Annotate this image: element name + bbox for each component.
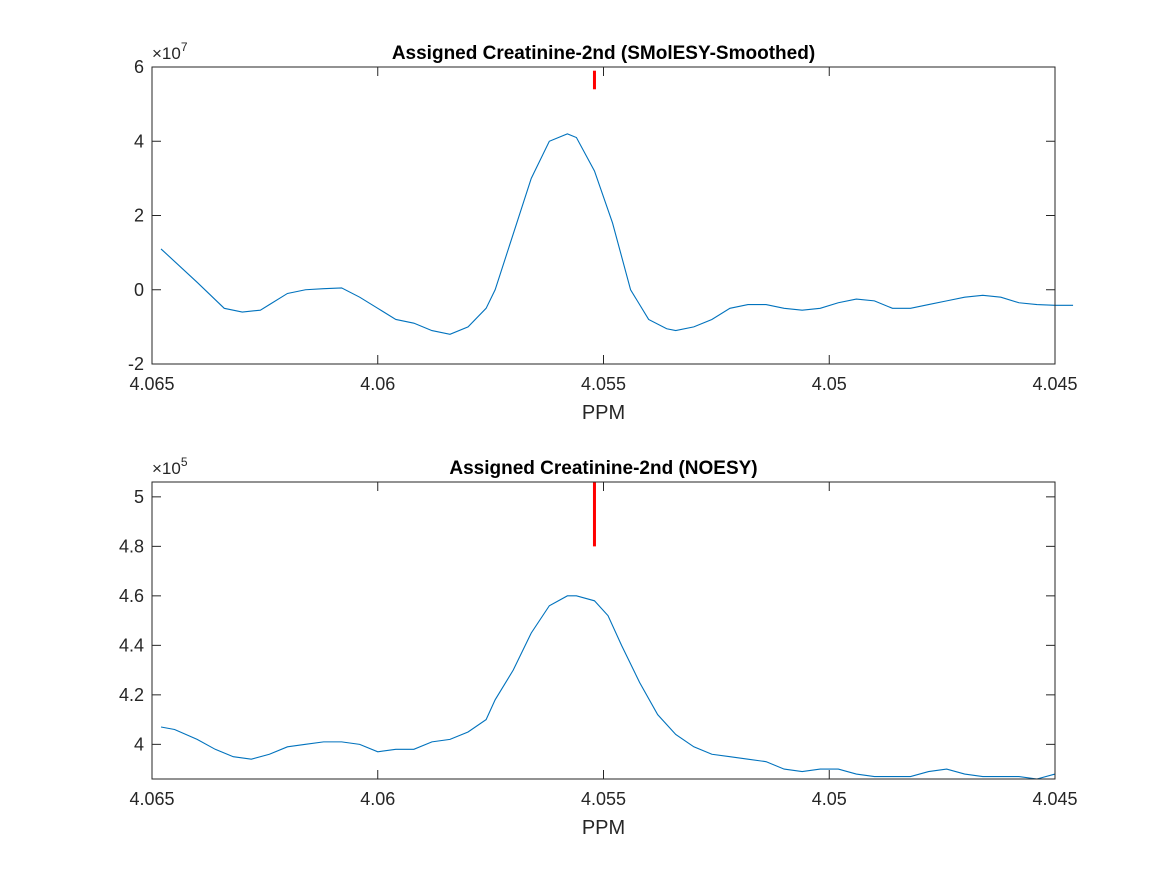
chart-title-top: Assigned Creatinine-2nd (SMolESY-Smoothe… [392, 43, 815, 64]
x-tick-label-top: 4.065 [129, 374, 174, 394]
x-tick-label-bottom: 4.05 [812, 789, 847, 809]
x-ticks-top: 4.065 4.06 4.055 4.05 4.045 [129, 67, 1078, 394]
y-tick-label-bottom: 5 [134, 487, 144, 507]
x-ticks-bottom: 4.065 4.06 4.055 4.05 4.045 [129, 482, 1078, 809]
x-tick-label-top: 4.045 [1032, 374, 1077, 394]
y-tick-label-top: 0 [134, 280, 144, 300]
x-tick-label-top: 4.055 [581, 374, 626, 394]
y-tick-label-top: -2 [128, 354, 144, 374]
x-tick-label-top: 4.05 [812, 374, 847, 394]
y-scale-power-bottom: 5 [181, 455, 188, 469]
y-scale-base-top: ×10 [152, 44, 181, 63]
axes-frame-top [151, 66, 1056, 365]
y-tick-label-bottom: 4.8 [119, 536, 144, 556]
x-tick-label-bottom: 4.06 [360, 789, 395, 809]
x-axis-label-top: PPM [582, 402, 625, 424]
axes-top: Assigned Creatinine-2nd (SMolESY-Smoothe… [128, 40, 1078, 424]
y-tick-label-bottom: 4.2 [119, 685, 144, 705]
chart-title-bottom: Assigned Creatinine-2nd (NOESY) [449, 458, 757, 479]
x-tick-label-bottom: 4.045 [1032, 789, 1077, 809]
y-tick-label-bottom: 4 [134, 734, 144, 754]
x-tick-label-top: 4.06 [360, 374, 395, 394]
y-scale-exponent-top: ×107 [152, 40, 188, 63]
x-tick-label-bottom: 4.055 [581, 789, 626, 809]
series-line-bottom [160, 595, 1056, 780]
y-tick-label-top: 4 [134, 131, 144, 151]
y-scale-base-bottom: ×10 [152, 459, 181, 478]
y-ticks-bottom: 4 4.2 4.4 4.6 4.8 5 [119, 487, 1055, 754]
y-tick-label-top: 2 [134, 206, 144, 226]
y-tick-label-bottom: 4.6 [119, 586, 144, 606]
y-tick-label-bottom: 4.4 [119, 635, 144, 655]
axes-frame-bottom [151, 481, 1056, 780]
y-scale-exponent-bottom: ×105 [152, 455, 188, 478]
y-scale-power-top: 7 [181, 40, 188, 54]
series-line-top [160, 133, 1074, 335]
y-tick-label-top: 6 [134, 57, 144, 77]
x-axis-label-bottom: PPM [582, 817, 625, 839]
x-tick-label-bottom: 4.065 [129, 789, 174, 809]
axes-bottom: Assigned Creatinine-2nd (NOESY) ×105 4.0… [119, 455, 1078, 839]
